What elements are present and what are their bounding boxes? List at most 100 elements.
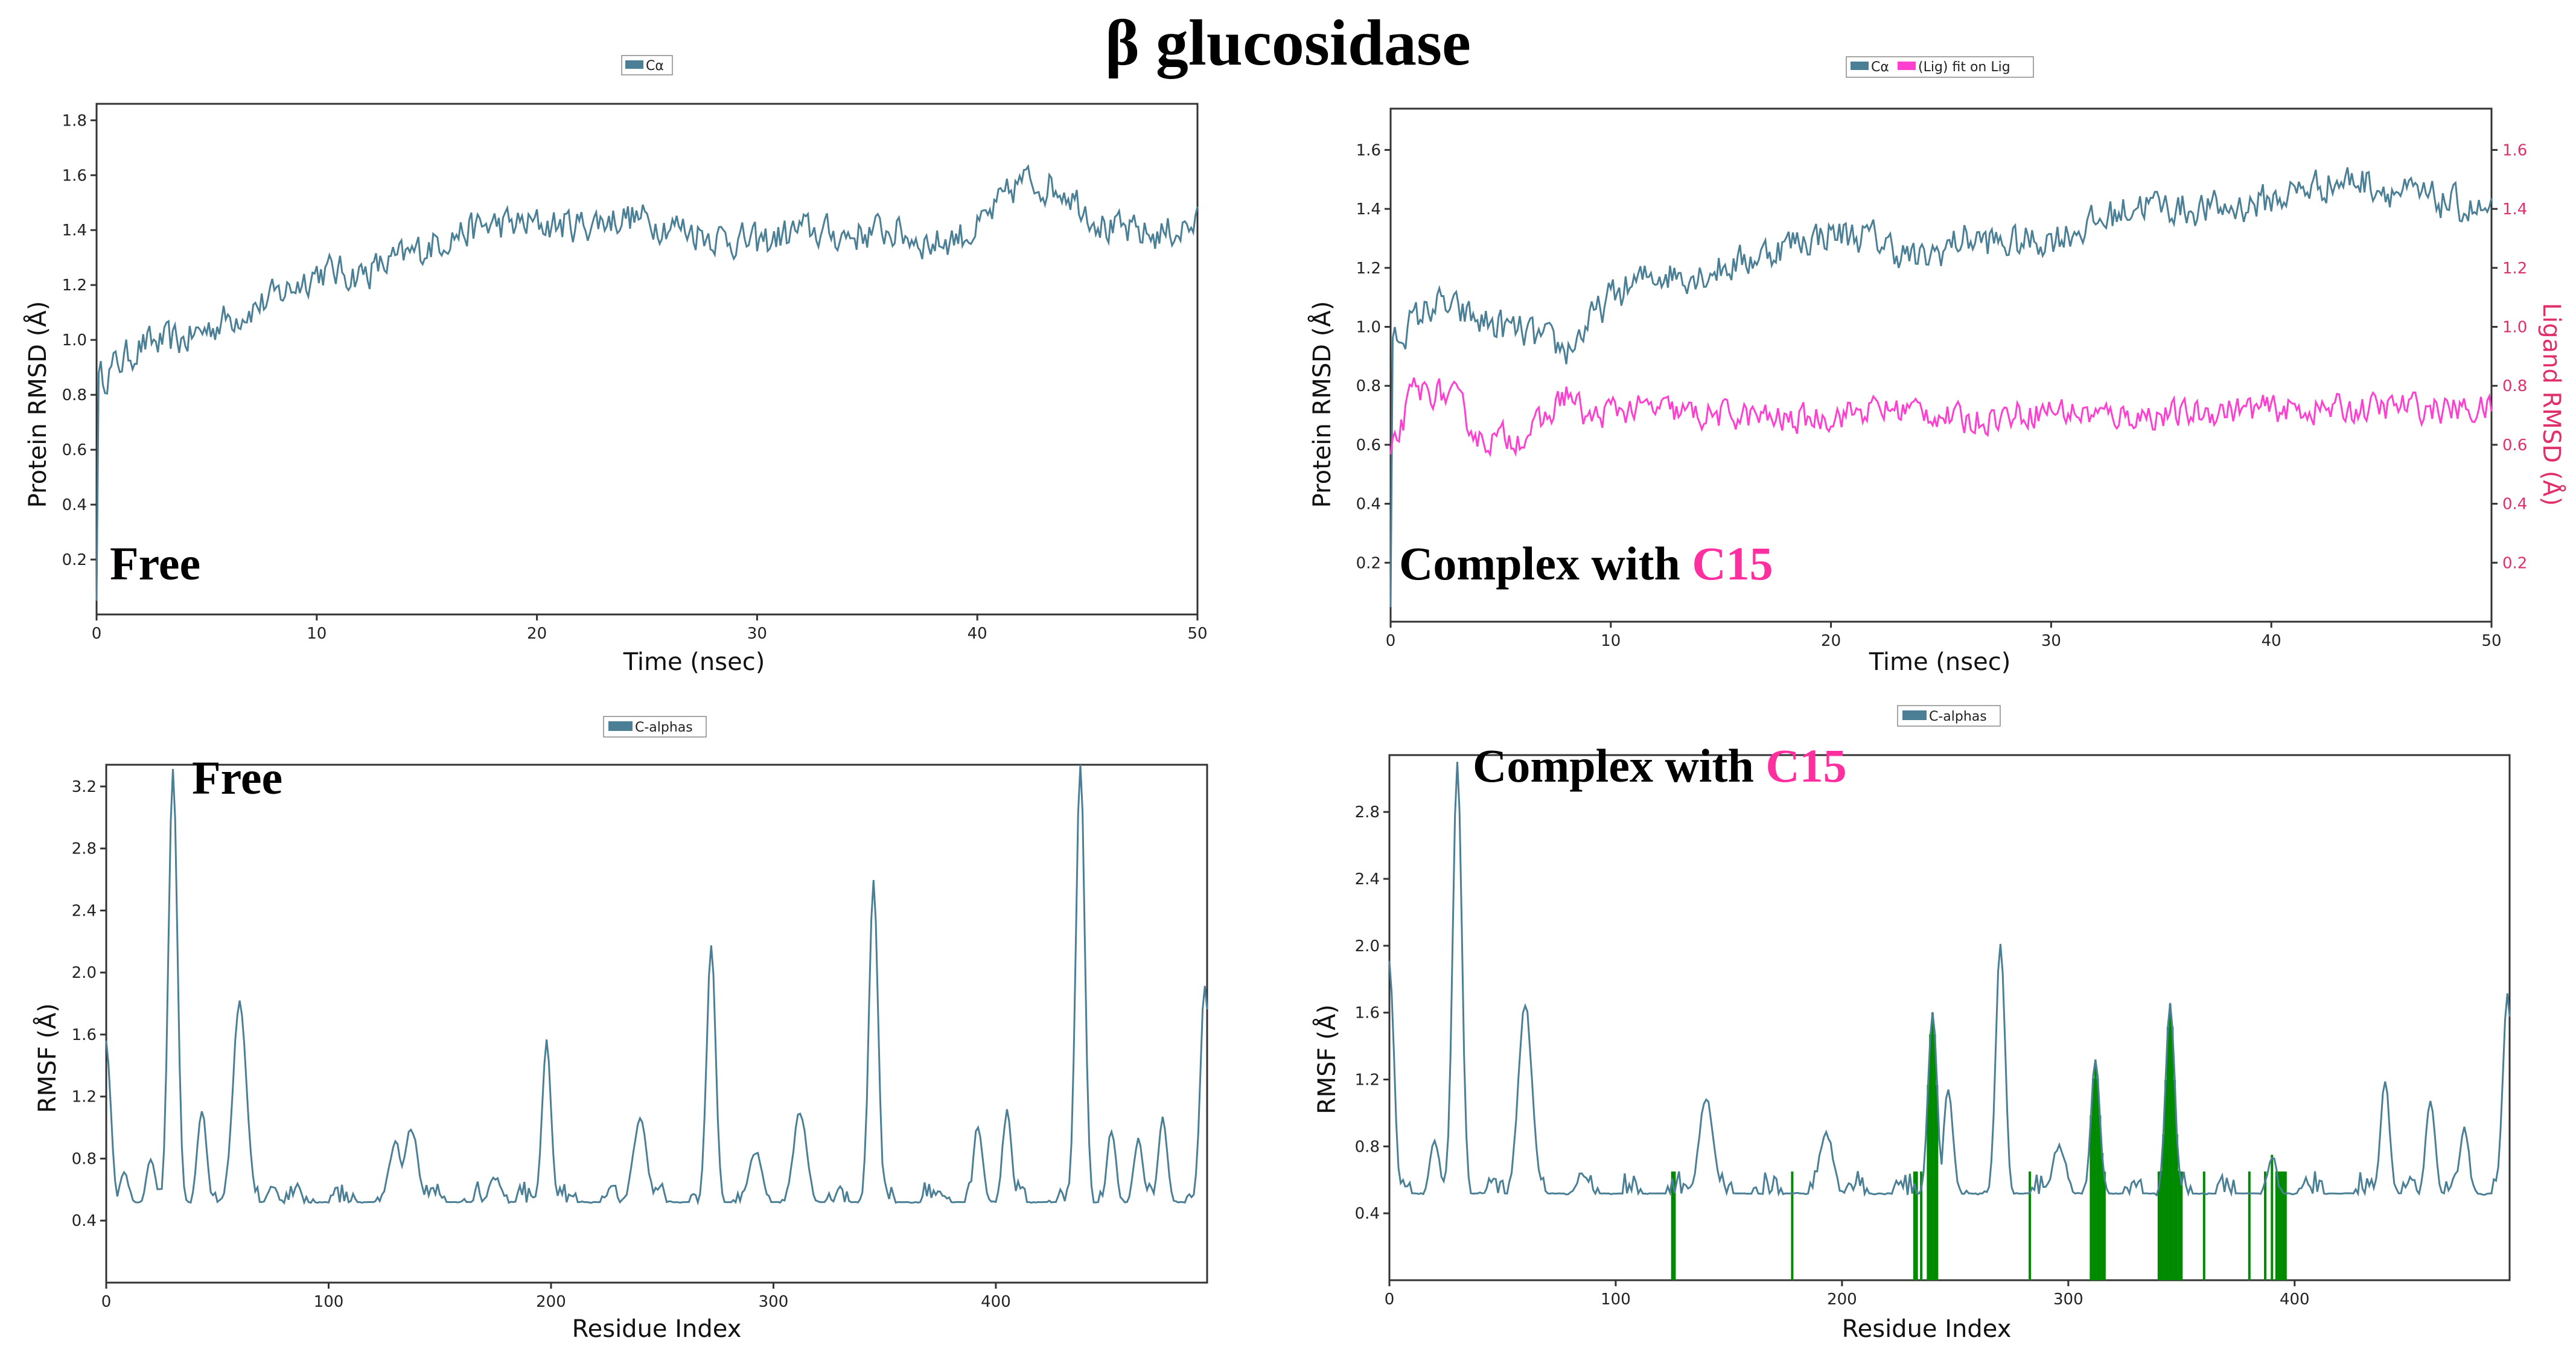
y-tick-label: 0.6 [62, 441, 87, 459]
legend-swatch-ligand [1898, 62, 1916, 70]
rmsd-free-legend: Cα [621, 55, 673, 75]
y-tick-label: 1.2 [1356, 260, 1381, 278]
y-tick-label-right: 1.0 [2502, 318, 2527, 336]
y-tick-label: 1.6 [1356, 141, 1381, 159]
rmsd-complex-panel: Cα (Lig) fit on Lig 0 10 20 30 40 50 0.2 0.4 0.6… [1307, 56, 2566, 676]
plot-frame [105, 764, 1208, 1284]
legend-box [1846, 56, 2034, 78]
y-tick-label: 0.4 [62, 496, 87, 514]
x-tick-label: 10 [1601, 632, 1621, 650]
y-tick-label: 1.2 [72, 1088, 97, 1106]
y-tick-label-right: 0.8 [2502, 377, 2527, 395]
y-tick-label-right: 1.4 [2502, 200, 2527, 218]
x-tick-label: 100 [1601, 1290, 1631, 1309]
y-tick-label: 2.0 [1355, 937, 1380, 955]
rmsf-line [105, 764, 1208, 1206]
rmsd-free-panel: Cα 0 10 20 30 40 50 0.2 0.4 0.6 0.8 1.0 1.2 1.4 1.6 1.… [23, 55, 1208, 676]
x-tick-label: 0 [101, 1293, 112, 1311]
y-tick-label: 2.4 [72, 902, 97, 920]
y-tick-label: 1.0 [62, 331, 87, 349]
x-tick-label: 0 [1386, 632, 1396, 650]
x-tick-label: 100 [314, 1293, 344, 1311]
x-tick-label: 300 [759, 1293, 789, 1311]
x-tick-label: 200 [536, 1293, 566, 1311]
plot-frame [95, 103, 1199, 616]
y-tick-label: 1.2 [62, 276, 87, 295]
x-axis-label: Residue Index [572, 1315, 742, 1343]
x-tick-label: 40 [2262, 632, 2281, 650]
y-tick-label: 1.6 [62, 167, 87, 185]
legend-label-protein: C-alphas [1929, 709, 1987, 724]
x-tick-label: 20 [1821, 632, 1841, 650]
y-tick-label: 0.4 [1356, 496, 1381, 514]
y-tick-label: 0.8 [62, 386, 87, 404]
panel-annotation: Complex with C15 [1399, 537, 1773, 590]
x-tick-label: 200 [1827, 1290, 1857, 1309]
y-axis-label: RMSF (Å) [1312, 1004, 1341, 1114]
y-tick-label: 1.2 [1355, 1071, 1380, 1089]
x-tick-label: 40 [968, 625, 987, 643]
legend-label-protein: Cα [646, 59, 664, 74]
y-tick-label: 0.8 [72, 1150, 97, 1168]
y-axis-label: RMSF (Å) [33, 1003, 62, 1113]
y-tick-label: 0.8 [1355, 1138, 1380, 1156]
legend-swatch-protein [625, 60, 643, 69]
legend-label-protein: Cα [1871, 60, 1889, 75]
x-tick-label: 10 [307, 625, 327, 643]
y-tick-label: 2.0 [72, 964, 97, 982]
x-tick-label: 50 [2481, 632, 2501, 650]
legend-swatch-protein [1902, 710, 1927, 720]
legend-label-ligand: (Lig) fit on Lig [1918, 60, 2010, 75]
x-axis-label: Time (nsec) [1869, 648, 2011, 676]
rmsf-free-legend: C-alphas [603, 716, 707, 738]
panel-annotation: Complex with C15 [1473, 739, 1847, 792]
y-tick-label-right: 0.6 [2502, 436, 2527, 455]
ligand-rmsd-line [1389, 377, 2493, 458]
page-title: β glucosidase [1105, 7, 1471, 79]
y-tick-label: 1.4 [1356, 200, 1381, 218]
panel-annotation: Free [192, 751, 282, 804]
x-tick-label: 400 [981, 1293, 1011, 1311]
y-axis-label: Protein RMSD (Å) [1307, 301, 1336, 508]
panel-annotation: Free [110, 537, 200, 590]
x-tick-label: 20 [527, 625, 547, 643]
y-tick-label: 3.2 [72, 778, 97, 796]
legend-swatch-protein [608, 721, 633, 731]
x-tick-label: 300 [2053, 1290, 2083, 1309]
plot-frame [1389, 107, 2493, 623]
y-tick-label: 0.2 [1356, 554, 1381, 572]
x-axis-label: Residue Index [1842, 1315, 2012, 1343]
rmsf-free-panel: C-alphas 0 100 200 300 400 0.4 0.8 1.2 1.6 2.0 2.4… [33, 716, 1208, 1343]
rmsf-line [1388, 762, 2511, 1198]
y-axis-label-right: Ligand RMSD (Å) [2537, 303, 2566, 506]
y-tick-label-right: 0.4 [2502, 496, 2527, 514]
rmsf-complex-legend: C-alphas [1897, 705, 2001, 727]
x-axis-label: Time (nsec) [623, 648, 765, 676]
y-tick-label-right: 0.2 [2502, 554, 2527, 572]
y-tick-label: 0.4 [1355, 1205, 1380, 1223]
y-tick-label-right: 1.6 [2502, 141, 2527, 159]
y-tick-label: 0.2 [62, 551, 87, 569]
x-tick-label: 0 [92, 625, 102, 643]
protein-rmsd-line [1389, 167, 2493, 607]
y-tick-label: 0.6 [1356, 436, 1381, 455]
plot-frame [1388, 754, 2511, 1281]
y-tick-label: 1.6 [72, 1026, 97, 1044]
y-tick-label: 1.0 [1356, 318, 1381, 336]
y-tick-label: 2.4 [1355, 870, 1380, 888]
y-tick-label: 2.8 [1355, 803, 1380, 821]
y-tick-label: 0.4 [72, 1212, 97, 1230]
rmsf-complex-panel: C-alphas 0 100 200 300 400 0.4 0.8 1.2 1.6 2.0 2.4… [1312, 705, 2511, 1343]
rmsd-complex-legend: Cα (Lig) fit on Lig [1846, 56, 2034, 78]
y-tick-label: 1.4 [62, 222, 87, 240]
y-axis-label: Protein RMSD (Å) [23, 301, 52, 508]
x-tick-label: 30 [2041, 632, 2061, 650]
y-tick-label: 2.8 [72, 840, 97, 858]
y-tick-label: 1.6 [1355, 1004, 1380, 1022]
y-tick-label-right: 1.2 [2502, 260, 2527, 278]
legend-label-protein: C-alphas [635, 720, 693, 735]
y-tick-label: 0.8 [1356, 377, 1381, 395]
x-tick-label: 0 [1385, 1290, 1395, 1309]
x-tick-label: 30 [747, 625, 767, 643]
protein-rmsd-line [95, 164, 1199, 601]
